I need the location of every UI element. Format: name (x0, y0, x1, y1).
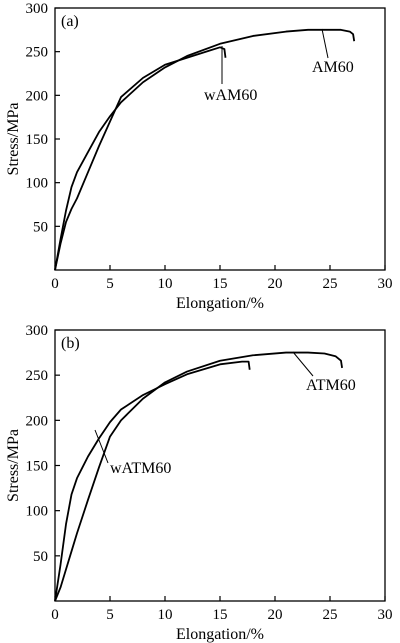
x-tick-label: 25 (323, 276, 338, 292)
panel-a-chart: 0 5 10 15 20 25 30 50 100 150 200 250 300 (a) Elong… (5, 1, 393, 312)
x-axis-label: Elongation/% (176, 295, 264, 312)
x-tick-label: 5 (106, 607, 114, 623)
y-tick-labels: 50 100 150 200 250 300 (26, 1, 49, 235)
y-tick-label: 50 (33, 219, 48, 235)
x-tick-label: 15 (213, 607, 228, 623)
y-tick-label: 50 (33, 549, 48, 565)
y-axis-label: Stress/MPa (5, 103, 22, 176)
x-axis-label: Elongation/% (176, 626, 264, 643)
y-tick-label: 250 (26, 45, 49, 61)
am60-leader-line (321, 28, 329, 59)
x-tick-label: 5 (106, 276, 114, 292)
series-line-am60 (54, 28, 356, 271)
panel-label: (b) (61, 335, 80, 352)
y-tick-label: 150 (26, 459, 49, 475)
y-tick-labels: 50 100 150 200 250 300 (26, 323, 49, 565)
series-lines (54, 351, 343, 602)
x-tick-label: 30 (378, 276, 393, 292)
y-axis-label: Stress/MPa (5, 429, 22, 502)
panel-b-chart: 0 5 10 15 20 25 30 50 100 150 200 250 300 (b) Elong… (5, 323, 393, 643)
y-tick-label: 100 (26, 504, 49, 520)
y-tick-label: 200 (26, 413, 49, 429)
x-tick-label: 0 (51, 607, 59, 623)
watm60-curve-label: wATM60 (110, 460, 171, 477)
x-tick-label: 10 (158, 276, 173, 292)
y-tick-label: 300 (26, 1, 49, 17)
series-line-watm60 (54, 360, 251, 602)
tick-marks (54, 329, 386, 601)
am60-curve-label: AM60 (312, 59, 354, 76)
x-tick-label: 0 (51, 276, 59, 292)
series-line-atm60 (54, 351, 343, 602)
x-tick-labels: 0 5 10 15 20 25 30 (51, 607, 392, 623)
tick-marks (54, 7, 386, 270)
x-tick-label: 20 (268, 607, 283, 623)
y-tick-label: 100 (26, 176, 49, 192)
watm60-leader-line (94, 429, 109, 464)
x-tick-label: 30 (378, 607, 393, 623)
series-lines (54, 28, 356, 271)
x-tick-label: 25 (323, 607, 338, 623)
y-tick-label: 300 (26, 323, 49, 339)
x-tick-labels: 0 5 10 15 20 25 30 (51, 276, 392, 292)
panel-label: (a) (61, 13, 79, 30)
wam60-curve-label: wAM60 (204, 87, 257, 104)
y-tick-label: 250 (26, 368, 49, 384)
atm60-leader-line (292, 351, 314, 377)
x-tick-label: 20 (268, 276, 283, 292)
atm60-curve-label: ATM60 (306, 377, 356, 394)
y-tick-label: 150 (26, 132, 49, 148)
series-line-wam60 (54, 46, 227, 271)
y-tick-label: 200 (26, 88, 49, 104)
x-tick-label: 10 (158, 607, 173, 623)
x-tick-label: 15 (213, 276, 228, 292)
plot-frame (54, 329, 386, 602)
